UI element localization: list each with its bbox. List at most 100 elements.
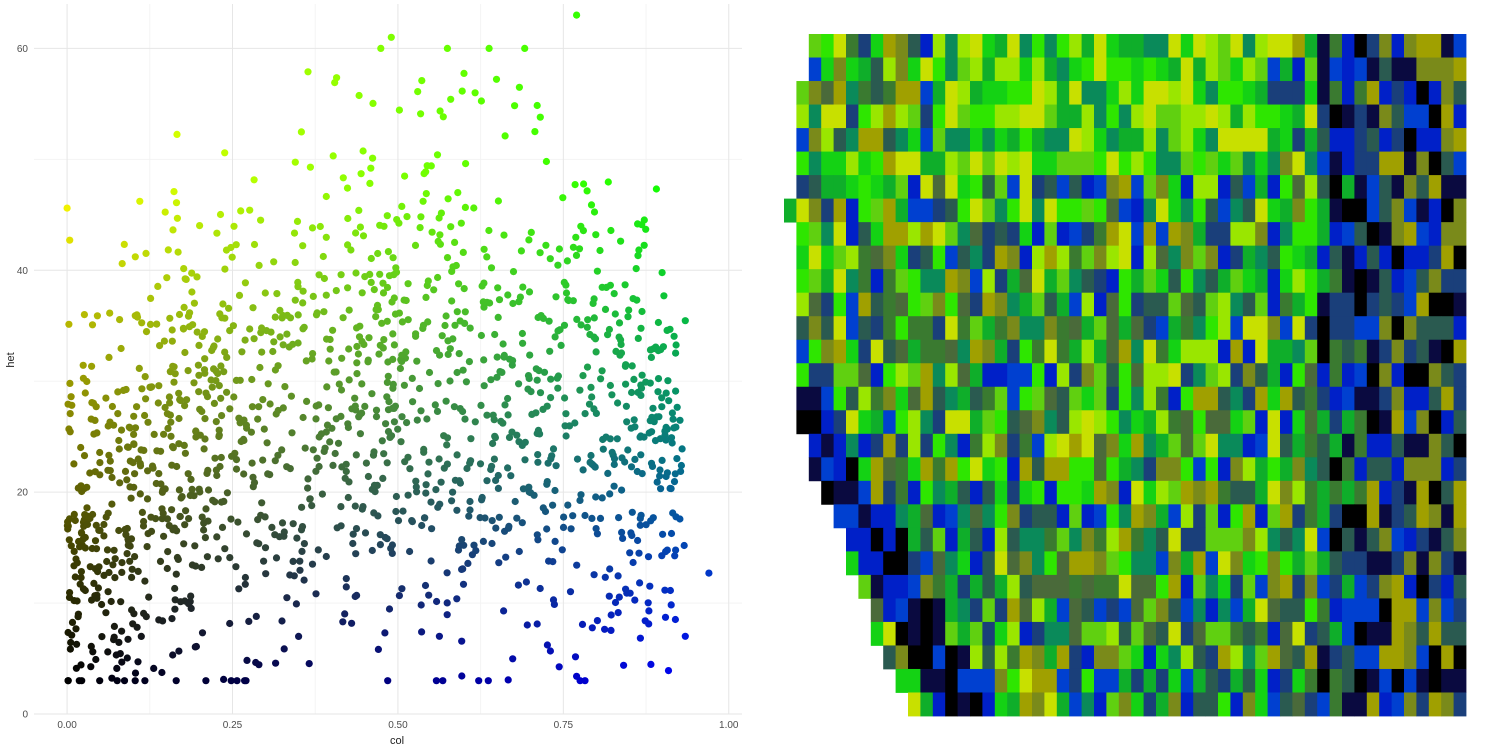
scatter-point xyxy=(156,342,164,350)
scatter-point xyxy=(475,677,483,685)
heatmap-cell xyxy=(1007,339,1020,364)
heatmap-cell xyxy=(1292,198,1306,223)
scatter-point xyxy=(65,536,73,544)
scatter-point xyxy=(291,258,299,267)
heatmap-cell xyxy=(1118,574,1132,599)
x-axis-title: col xyxy=(390,735,404,747)
scatter-point xyxy=(514,581,523,589)
scatter-point xyxy=(577,222,585,230)
scatter-point xyxy=(289,557,297,566)
heatmap-cell xyxy=(1379,645,1392,670)
heatmap-cell xyxy=(994,57,1008,82)
heatmap-cell xyxy=(1304,245,1318,270)
heatmap-cell xyxy=(1094,222,1107,247)
heatmap-cell xyxy=(1205,410,1219,435)
heatmap-cell xyxy=(908,551,921,576)
scatter-point xyxy=(165,522,173,530)
scatter-point xyxy=(663,425,671,433)
scatter-point xyxy=(383,283,392,292)
scatter-point xyxy=(424,277,432,285)
heatmap-cell xyxy=(1428,316,1442,341)
heatmap-cell xyxy=(1391,245,1405,270)
scatter-point xyxy=(364,358,372,366)
heatmap-cell xyxy=(1342,34,1355,58)
scatter-point xyxy=(356,223,364,231)
scatter-point xyxy=(299,242,307,250)
scatter-point xyxy=(627,424,635,432)
heatmap-cell xyxy=(1354,316,1368,341)
heatmap-cell xyxy=(1081,410,1095,435)
heatmap-cell xyxy=(1317,692,1330,717)
heatmap-cell xyxy=(1032,316,1045,341)
scatter-point xyxy=(196,431,204,439)
heatmap-cell xyxy=(1019,104,1033,129)
scatter-point xyxy=(380,336,388,344)
heatmap-cell xyxy=(883,480,896,505)
heatmap-cell xyxy=(1391,198,1405,223)
heatmap-cell xyxy=(920,668,934,693)
heatmap-cell xyxy=(1044,222,1058,247)
heatmap-cell xyxy=(1379,363,1392,388)
heatmap-cell xyxy=(1069,574,1082,599)
scatter-point xyxy=(339,174,347,182)
heatmap-cell xyxy=(1267,363,1281,388)
heatmap-cell xyxy=(821,57,834,82)
heatmap-cell xyxy=(1255,457,1268,482)
scatter-point xyxy=(290,572,298,580)
scatter-point xyxy=(320,274,328,283)
heatmap-cell xyxy=(895,269,909,294)
heatmap-cell xyxy=(808,57,822,82)
scatter-point xyxy=(489,439,497,448)
heatmap-cell xyxy=(1168,292,1182,317)
heatmap-cell xyxy=(1366,410,1380,435)
scatter-point xyxy=(313,309,321,317)
heatmap-cell xyxy=(970,175,983,200)
heatmap-cell xyxy=(920,198,934,223)
heatmap-cell xyxy=(1230,645,1244,670)
heatmap-cell xyxy=(945,551,958,576)
heatmap-cell xyxy=(1007,598,1020,623)
heatmap-cell xyxy=(1106,222,1120,247)
scatter-point xyxy=(140,609,148,618)
heatmap-cell xyxy=(1342,692,1355,717)
scatter-point xyxy=(467,435,475,443)
scatter-point xyxy=(229,322,237,330)
scatter-point xyxy=(607,226,615,235)
scatter-point xyxy=(390,294,398,302)
heatmap-cell xyxy=(1317,480,1330,505)
scatter-point xyxy=(174,555,182,564)
heatmap-cell xyxy=(1044,269,1058,294)
heatmap-cell xyxy=(1292,551,1306,576)
scatter-point xyxy=(438,332,446,340)
heatmap-cell xyxy=(1118,245,1132,270)
heatmap-cell xyxy=(1143,222,1157,247)
scatter-point xyxy=(509,299,517,308)
scatter-point xyxy=(259,396,267,404)
heatmap-cell xyxy=(1081,621,1095,646)
heatmap-cell xyxy=(1032,104,1045,129)
scatter-point xyxy=(126,483,134,491)
heatmap-cell xyxy=(1081,339,1095,364)
scatter-point xyxy=(534,451,542,459)
heatmap-cell xyxy=(1193,104,1206,129)
heatmap-cell xyxy=(970,574,983,599)
scatter-point xyxy=(428,228,436,236)
scatter-point xyxy=(93,429,101,437)
scatter-point xyxy=(374,306,382,314)
scatter-point xyxy=(166,399,174,407)
scatter-point xyxy=(200,519,208,527)
scatter-point xyxy=(480,303,488,311)
heatmap-cell xyxy=(957,363,971,388)
heatmap-cell xyxy=(1317,57,1330,82)
scatter-point xyxy=(304,68,312,76)
scatter-point xyxy=(427,557,435,565)
heatmap-cell xyxy=(1081,151,1095,176)
scatter-point xyxy=(615,593,623,601)
heatmap-cell xyxy=(1019,128,1033,152)
heatmap-cell xyxy=(1131,339,1144,364)
heatmap-cell xyxy=(1069,57,1082,82)
scatter-point xyxy=(106,309,114,317)
scatter-point xyxy=(576,496,584,504)
heatmap-cell xyxy=(1205,480,1219,505)
